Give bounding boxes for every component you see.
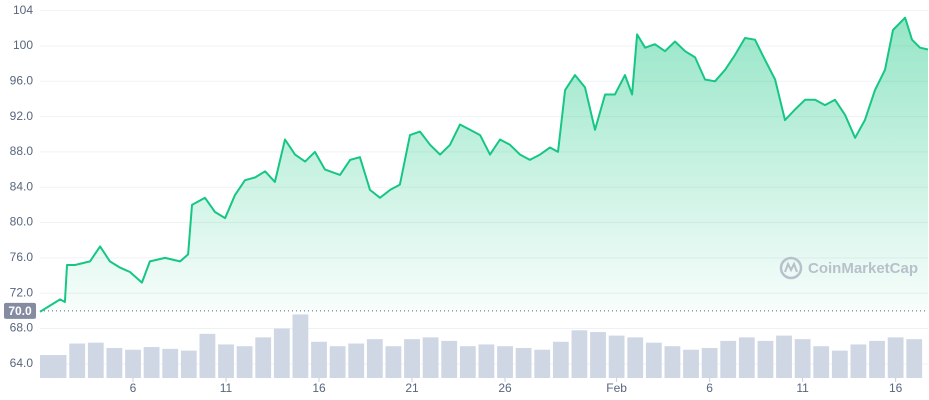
- watermark-text: CoinMarketCap: [808, 260, 918, 277]
- volume-bar: [683, 349, 699, 378]
- volume-bar: [701, 347, 718, 378]
- volume-bar: [906, 339, 923, 378]
- y-tick-label: 76.0: [10, 250, 34, 264]
- y-tick-label: 104: [13, 3, 33, 17]
- volume-bar: [459, 346, 476, 378]
- watermark-logo-mark: [784, 261, 798, 273]
- x-tick-label: 16: [312, 381, 326, 395]
- volume-bar: [813, 346, 830, 378]
- x-tick-label: 26: [498, 381, 512, 395]
- x-tick-label: 6: [130, 381, 137, 395]
- y-tick-label: 88.0: [10, 144, 34, 158]
- volume-bar: [422, 337, 439, 378]
- volume-bar: [273, 328, 290, 378]
- volume-bar: [534, 349, 551, 378]
- volume-bar: [106, 347, 123, 378]
- volume-bar: [608, 335, 625, 378]
- volume-bar: [199, 333, 216, 378]
- volume-bar: [236, 346, 253, 378]
- y-tick-label: 64.0: [10, 356, 34, 370]
- x-tick-label: Feb: [606, 381, 627, 395]
- volume-bar: [385, 346, 402, 378]
- x-tick-label: 21: [405, 381, 419, 395]
- background-layer: [39, 10, 929, 382]
- volume-bar: [887, 337, 904, 378]
- volume-bar: [441, 340, 458, 378]
- volume-bar: [664, 346, 681, 378]
- volume-bar: [404, 339, 420, 378]
- volume-bar: [738, 337, 755, 378]
- volume-bar: [329, 346, 346, 378]
- volume-bar: [776, 335, 792, 378]
- volume-bar: [590, 332, 606, 378]
- volume-bar: [757, 340, 774, 378]
- x-tick-label: 16: [889, 381, 903, 395]
- x-tick-label: 6: [706, 381, 713, 395]
- y-tick-label: 96.0: [10, 73, 34, 87]
- x-tick-label: 11: [796, 381, 809, 395]
- price-area: [40, 17, 928, 312]
- volume-bar: [255, 337, 272, 378]
- reference-label-box: [4, 302, 36, 319]
- y-tick-label: 72.0: [10, 285, 34, 299]
- y-tick-label: 84.0: [10, 179, 34, 193]
- volume-bar: [497, 346, 513, 378]
- volume-bar: [645, 342, 662, 378]
- watermark: CoinMarketCap: [779, 256, 918, 280]
- volume-bar: [87, 342, 104, 378]
- volume-bar: [69, 343, 86, 378]
- volume-bar: [571, 330, 588, 378]
- volume-bar: [478, 344, 495, 378]
- volume-bar: [143, 347, 160, 378]
- watermark-logo: [779, 256, 803, 280]
- price-line: [39, 16, 929, 313]
- volume-bar: [552, 341, 569, 378]
- y-tick-label: 68.0: [10, 321, 34, 335]
- volume-bar: [125, 349, 141, 378]
- y-tick-label: 100: [13, 38, 33, 52]
- volume-bar: [720, 340, 737, 378]
- volume-bar: [794, 339, 811, 378]
- volume-bar: [869, 340, 885, 378]
- volume-bar: [850, 344, 867, 378]
- volume-bar: [180, 350, 197, 378]
- x-tick-label: 11: [220, 381, 233, 395]
- volume-bar: [292, 314, 309, 378]
- y-tick-label: 80.0: [10, 215, 34, 229]
- volume-bar: [218, 344, 234, 378]
- volume-bar: [366, 339, 383, 378]
- y-tick-label: 92.0: [10, 109, 34, 123]
- volume-bar: [311, 341, 327, 378]
- volume-bar: [162, 348, 179, 378]
- volume-bar: [348, 343, 365, 378]
- reference-label: 70.0: [8, 304, 32, 318]
- volume-bar: [627, 337, 644, 378]
- volume-bar: [50, 355, 67, 378]
- volume-bar: [515, 347, 532, 378]
- volume-bar: [831, 350, 848, 378]
